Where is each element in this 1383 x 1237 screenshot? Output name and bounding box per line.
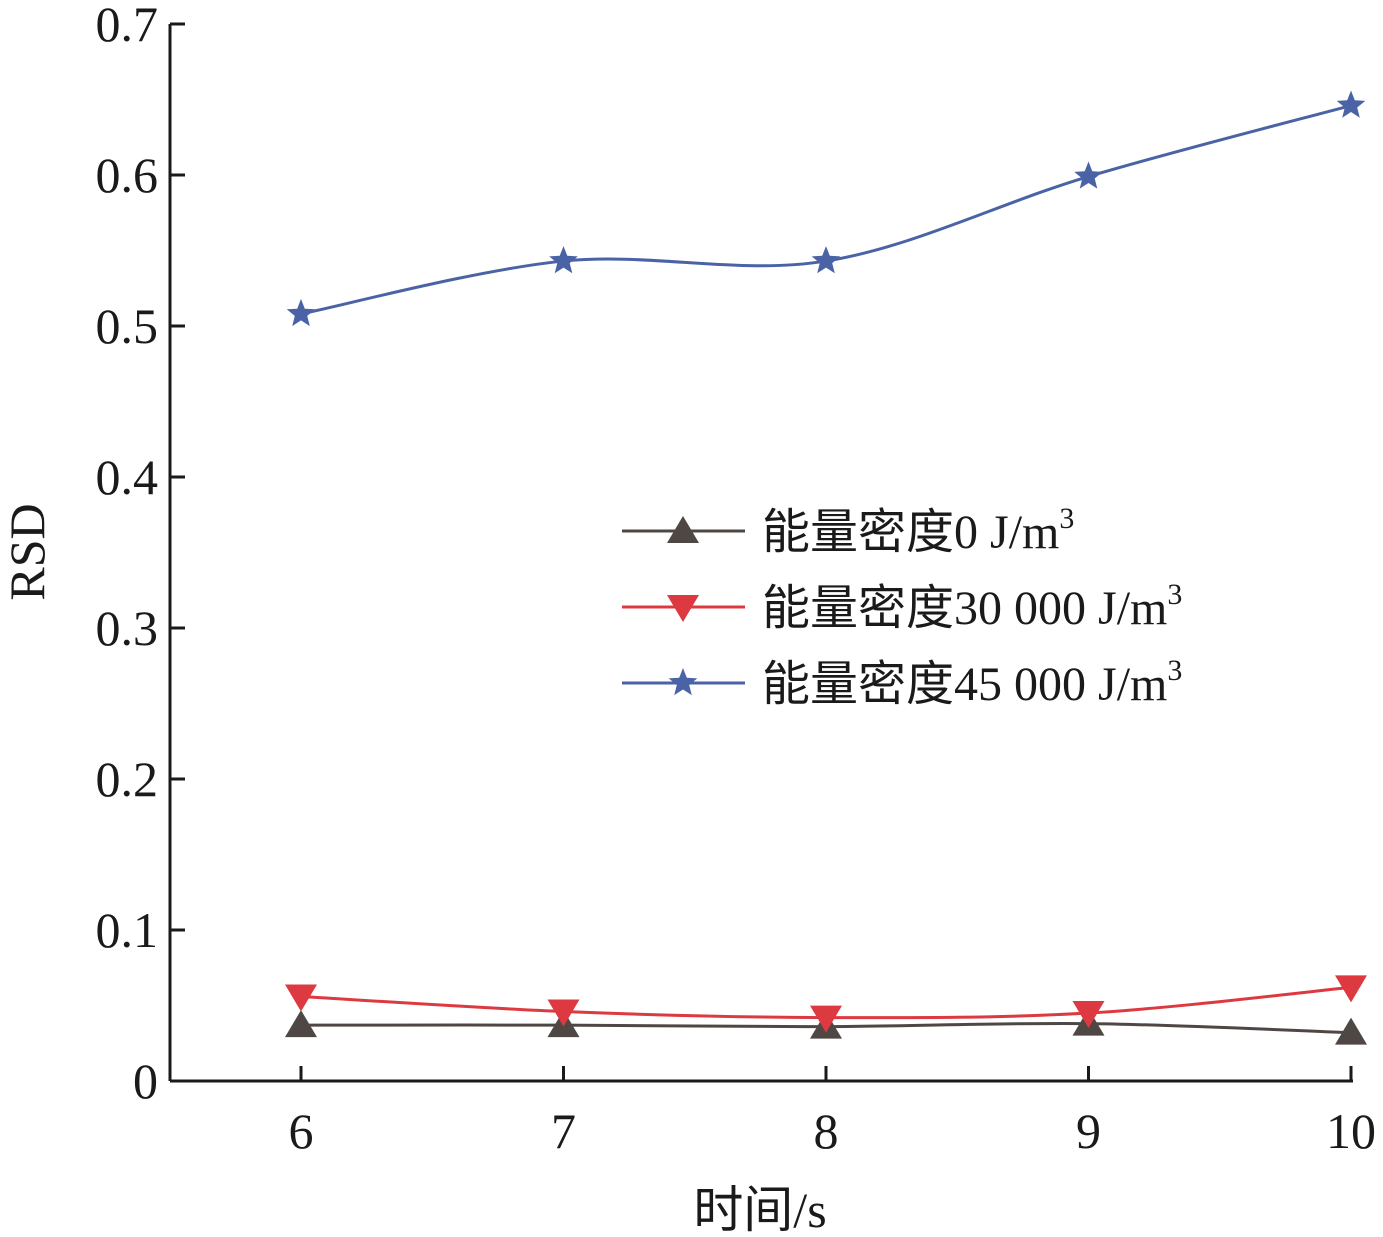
y-tick-label: 0.6 [96, 147, 159, 203]
legend-item: 能量密度0 J/m3 [622, 502, 1074, 559]
legend-marker [667, 595, 699, 622]
axes: 0 0.1 0.2 0.3 0.4 0.5 0.6 0.7 6 7 8 9 10 [96, 0, 1377, 1159]
legend-label-main: 30 000 J/m [954, 582, 1167, 635]
x-tick-label: 7 [551, 1103, 576, 1159]
legend-label: 能量密度45 000 J/m3 [762, 654, 1182, 711]
y-tick-label: 0.3 [96, 600, 159, 656]
legend-label-main: 0 J/m [954, 506, 1059, 559]
data-point [285, 1010, 317, 1038]
data-point [1336, 90, 1366, 118]
legend-label-prefix: 能量密度 [762, 506, 954, 559]
data-point [1074, 161, 1103, 189]
series-2 [286, 90, 1366, 327]
legend-item: 能量密度45 000 J/m3 [622, 654, 1182, 711]
x-tick-label: 8 [814, 1103, 839, 1159]
data-point [285, 984, 317, 1012]
y-tick-label: 0.7 [96, 0, 159, 52]
y-tick-label: 0.5 [96, 298, 159, 354]
x-axis-title: 时间/s [693, 1182, 826, 1237]
legend-label: 能量密度0 J/m3 [762, 502, 1074, 559]
legend-item: 能量密度30 000 J/m3 [622, 578, 1182, 635]
data-point [549, 246, 578, 274]
data-point [1072, 1001, 1105, 1029]
legend-label-prefix: 能量密度 [762, 582, 954, 635]
data-point [811, 246, 841, 274]
series-line [300, 104, 1352, 316]
x-tick-label: 9 [1076, 1103, 1101, 1159]
legend-label-prefix: 能量密度 [762, 658, 954, 711]
plot-area [285, 90, 1367, 1045]
y-tick-label: 0.2 [96, 751, 159, 807]
y-tick-label: 0.1 [96, 902, 159, 958]
x-tick-label: 10 [1326, 1103, 1376, 1159]
data-point [1335, 1017, 1367, 1045]
y-tick-label: 0.4 [96, 449, 159, 505]
legend-label-main: 45 000 J/m [954, 658, 1167, 711]
legend-marker [667, 516, 699, 543]
y-tick-label: 0 [133, 1053, 158, 1109]
data-point [547, 999, 580, 1027]
legend-label: 能量密度30 000 J/m3 [762, 578, 1182, 635]
data-point [810, 1005, 842, 1033]
data-point [1335, 975, 1367, 1003]
series-1 [285, 975, 1367, 1033]
y-axis-title: RSD [0, 503, 55, 600]
data-point [286, 298, 316, 327]
legend-marker [668, 668, 698, 696]
x-tick-label: 6 [289, 1103, 314, 1159]
legend-label-sup: 3 [1167, 654, 1182, 687]
legend-label-sup: 3 [1059, 502, 1074, 535]
legend-label-sup: 3 [1167, 578, 1182, 611]
